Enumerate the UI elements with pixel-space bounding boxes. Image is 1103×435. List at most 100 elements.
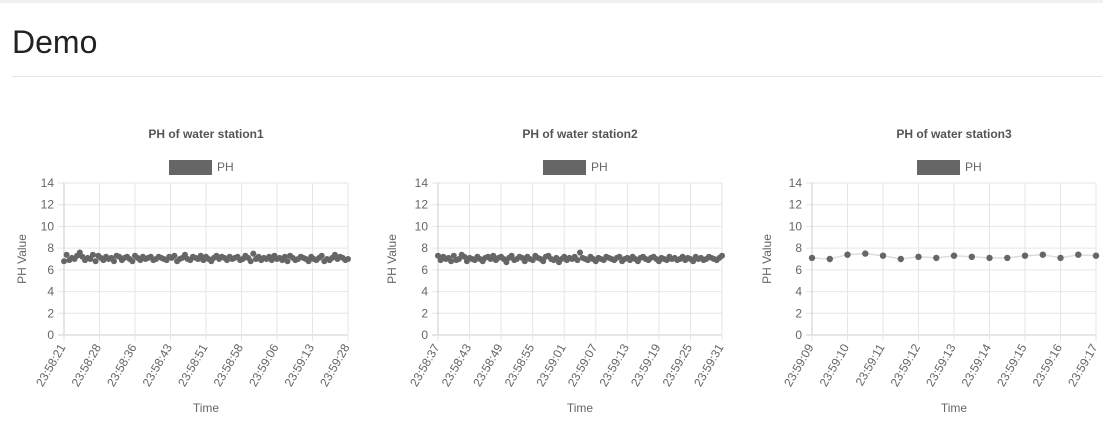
data-point bbox=[1057, 254, 1064, 262]
legend-swatch bbox=[917, 160, 960, 175]
top-bar bbox=[0, 0, 1103, 3]
x-tick-label: 23:59:19 bbox=[628, 341, 664, 389]
x-tick-label: 23:58:49 bbox=[470, 341, 506, 389]
data-point bbox=[915, 253, 922, 260]
x-tick-label: 23:58:28 bbox=[69, 341, 105, 389]
y-tick-label: 2 bbox=[47, 306, 54, 320]
y-tick-label: 0 bbox=[795, 328, 802, 342]
data-point bbox=[171, 252, 178, 259]
legend-swatch bbox=[543, 160, 586, 175]
legend-swatch bbox=[169, 160, 212, 175]
y-tick-label: 2 bbox=[795, 306, 802, 320]
y-tick-label: 4 bbox=[47, 285, 54, 299]
y-tick-label: 4 bbox=[421, 285, 428, 299]
chart-station3: PH of water station3 PH 0 2 4 6 8 10 12 14 23:59:0… bbox=[745, 100, 1103, 430]
data-point bbox=[529, 257, 536, 264]
data-point bbox=[129, 258, 136, 265]
data-point bbox=[540, 258, 547, 265]
chart-svg: PH of water station2 PH 0 2 4 6 8 10 12 14 23:58:3… bbox=[385, 127, 727, 415]
data-point bbox=[897, 255, 904, 263]
data-point bbox=[87, 256, 94, 262]
title-divider bbox=[12, 76, 1102, 77]
y-tick-label: 2 bbox=[421, 306, 428, 320]
data-point bbox=[1075, 251, 1082, 258]
x-tick-label: 23:58:36 bbox=[104, 341, 140, 389]
data-point bbox=[1021, 252, 1029, 259]
y-tick-label: 0 bbox=[421, 328, 428, 342]
x-axis-title: Time bbox=[941, 401, 968, 415]
x-tick-label: 23:59:11 bbox=[853, 341, 888, 388]
x-tick-label: 23:59:17 bbox=[1065, 341, 1101, 389]
x-tick-label: 23:59:14 bbox=[959, 341, 995, 389]
data-point bbox=[305, 258, 312, 265]
data-point bbox=[281, 253, 288, 260]
x-tick-label: 23:59:10 bbox=[817, 341, 853, 389]
y-axis-title: PH Value bbox=[385, 234, 399, 284]
data-point bbox=[862, 250, 869, 257]
x-tick-label: 23:59:09 bbox=[781, 341, 817, 389]
x-tick-label: 23:59:13 bbox=[282, 341, 318, 389]
data-point bbox=[968, 253, 975, 260]
y-tick-label: 8 bbox=[795, 241, 802, 255]
y-tick-label: 8 bbox=[47, 241, 54, 255]
x-tick-label: 23:59:12 bbox=[888, 341, 924, 389]
x-tick-label: 23:58:43 bbox=[439, 341, 475, 389]
y-axis-title: PH Value bbox=[15, 234, 29, 284]
data-point bbox=[450, 252, 457, 259]
data-point bbox=[719, 252, 725, 259]
data-point bbox=[826, 255, 833, 263]
x-tick-label: 23:58:58 bbox=[211, 341, 247, 389]
data-point bbox=[1092, 252, 1100, 259]
chart-title: PH of water station2 bbox=[522, 127, 638, 141]
chart-title: PH of water station3 bbox=[896, 127, 1012, 141]
y-tick-label: 10 bbox=[41, 219, 55, 233]
x-tick-label: 23:59:15 bbox=[994, 341, 1030, 389]
x-tick-label: 23:59:31 bbox=[691, 341, 727, 389]
chart-title: PH of water station1 bbox=[148, 127, 264, 141]
legend-label: PH bbox=[591, 160, 608, 174]
x-tick-label: 23:58:43 bbox=[140, 341, 176, 389]
data-point bbox=[574, 257, 581, 264]
data-point bbox=[808, 254, 816, 262]
x-axis-title: Time bbox=[567, 401, 594, 415]
x-tick-label: 23:59:01 bbox=[533, 341, 569, 389]
data-point bbox=[690, 258, 697, 265]
data-point bbox=[435, 252, 441, 259]
y-tick-label: 14 bbox=[415, 176, 429, 190]
data-point bbox=[879, 252, 887, 259]
x-tick-label: 23:58:55 bbox=[502, 341, 538, 389]
data-point bbox=[553, 254, 560, 261]
x-tick-label: 23:59:13 bbox=[596, 341, 632, 389]
chart-station2: PH of water station2 PH 0 2 4 6 8 10 12 14 23:58:3… bbox=[370, 100, 738, 430]
y-tick-label: 6 bbox=[421, 263, 428, 277]
page-title: Demo bbox=[12, 24, 98, 60]
data-point bbox=[456, 256, 462, 262]
data-point bbox=[490, 252, 497, 259]
data-point bbox=[76, 249, 83, 256]
data-point bbox=[1004, 254, 1011, 262]
data-point bbox=[250, 250, 257, 257]
x-tick-label: 23:59:13 bbox=[923, 341, 959, 389]
data-point bbox=[508, 252, 515, 259]
y-tick-label: 4 bbox=[795, 285, 802, 299]
x-axis-title: Time bbox=[193, 401, 220, 415]
y-tick-label: 10 bbox=[415, 219, 429, 233]
data-point bbox=[1039, 251, 1046, 258]
data-point bbox=[461, 253, 468, 260]
chart-station1: PH of water station1 PH 0 2 4 6 8 10 12 14 23:58:2… bbox=[0, 100, 365, 430]
data-point bbox=[448, 258, 455, 265]
data-point bbox=[331, 251, 338, 258]
y-tick-label: 10 bbox=[789, 219, 803, 233]
x-tick-label: 23:59:07 bbox=[565, 341, 601, 389]
x-tick-label: 23:58:37 bbox=[407, 341, 443, 389]
data-point bbox=[284, 258, 291, 265]
y-tick-label: 14 bbox=[41, 176, 55, 190]
data-point bbox=[933, 254, 940, 262]
x-tick-label: 23:59:25 bbox=[660, 341, 696, 389]
data-point bbox=[986, 254, 993, 262]
x-tick-label: 23:58:21 bbox=[33, 341, 69, 389]
data-point bbox=[92, 258, 99, 265]
data-point bbox=[111, 258, 117, 265]
x-tick-label: 23:59:28 bbox=[317, 341, 353, 389]
data-point bbox=[61, 258, 67, 265]
